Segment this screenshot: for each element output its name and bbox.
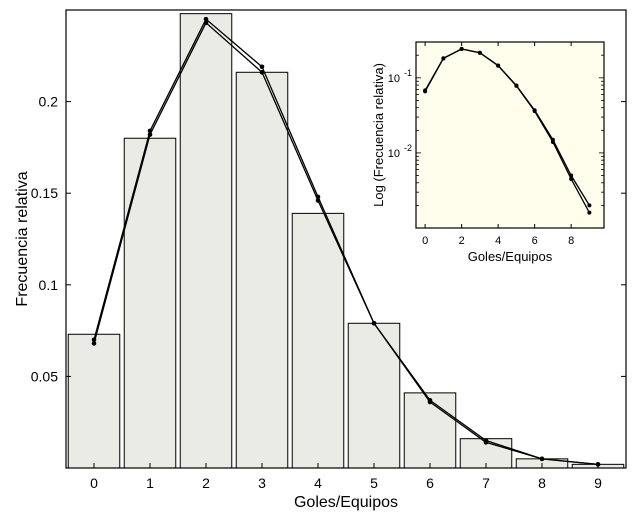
main-line-2-point-4	[315, 198, 321, 203]
main-x-tick-label: 9	[594, 475, 602, 491]
inset-lines-group	[423, 46, 592, 215]
main-line-2-point-6	[427, 397, 433, 403]
main-x-tick-label: 4	[314, 475, 322, 491]
main-line-2-point-1	[147, 132, 153, 137]
main-x-ticks-group: 0 1 2 3 4 5 6 7 8 9	[90, 463, 602, 491]
main-line-2-point-8	[539, 456, 545, 462]
inset-y-tick-exponent: -2	[404, 143, 412, 153]
inset-line-2-point-9	[587, 210, 592, 215]
inset-y-tick-label: 10	[388, 73, 400, 85]
bar-4	[291, 212, 345, 469]
main-x-tick-label: 3	[258, 475, 266, 491]
main-x-tick-label: 2	[202, 475, 210, 491]
inset-y-axis-title: Log (Frecuencia relativa)	[371, 63, 386, 207]
main-line-2-point-2	[203, 20, 209, 26]
main-y-axis-title: Frecuencia relativa	[14, 171, 31, 306]
inset-line-2-point-4	[496, 63, 501, 68]
main-line-1-point-3	[259, 64, 265, 70]
bar-0	[67, 333, 121, 469]
main-x-axis-title: Goles/Equipos	[294, 494, 398, 511]
main-line-1-point-2	[203, 16, 209, 22]
main-y-tick-label: 0.15	[31, 185, 58, 201]
inset-line-2	[424, 48, 590, 213]
main-x-tick-label: 7	[482, 475, 490, 491]
inset-x-ticks-group: 0 2 4 6 8	[422, 42, 574, 247]
inset-y-ticks-group: 10 -1 10 -2	[388, 54, 604, 229]
main-line-2-point-7	[483, 438, 489, 443]
main-y-tick-label: 0.2	[39, 94, 59, 110]
inset-plot-background	[415, 41, 605, 229]
bar-3	[235, 71, 289, 469]
inset-line-2-point-2	[459, 47, 464, 52]
main-y-tick-label: 0.05	[31, 368, 58, 384]
bar-5	[347, 322, 401, 469]
main-line-2-point-5	[371, 320, 377, 326]
main-line-2	[93, 21, 599, 465]
inset-x-tick-label: 6	[532, 235, 538, 247]
main-bars-group	[67, 13, 625, 469]
main-x-tick-label: 5	[370, 475, 378, 491]
main-x-tick-label: 8	[538, 475, 546, 491]
inset-y-tick-exponent: -1	[404, 68, 412, 78]
inset-x-tick-label: 8	[568, 235, 574, 247]
inset-line-2-point-0	[423, 89, 428, 94]
inset-x-axis-title: Goles/Equipos	[468, 249, 553, 264]
inset-line-2-point-3	[477, 50, 482, 55]
main-lines-group	[91, 16, 601, 467]
bar-2	[179, 13, 233, 469]
main-line-2-point-3	[259, 69, 265, 75]
main-line-1	[93, 18, 599, 465]
inset-x-tick-label: 4	[495, 235, 501, 247]
inset-line-2-point-1	[441, 56, 446, 61]
inset-line-1-point-9	[587, 203, 592, 208]
inset-line-2-point-5	[514, 83, 519, 88]
inset-x-tick-label: 0	[422, 235, 428, 247]
main-x-tick-label: 0	[90, 475, 98, 491]
main-y-tick-label: 0.1	[39, 277, 59, 293]
bar-1	[123, 137, 177, 469]
inset-line-2-point-7	[550, 139, 555, 144]
main-x-tick-label: 1	[146, 475, 154, 491]
inset-line-2-point-8	[569, 176, 574, 181]
main-x-tick-label: 6	[426, 475, 434, 491]
inset-x-tick-label: 2	[459, 235, 465, 247]
inset-y-tick-label: 10	[388, 148, 400, 160]
inset-line-2-point-6	[532, 109, 537, 114]
main-y-ticks-group: 0.05 0.1 0.15 0.2	[31, 94, 626, 384]
main-line-2-point-0	[91, 341, 97, 346]
main-plot-frame	[65, 9, 627, 469]
